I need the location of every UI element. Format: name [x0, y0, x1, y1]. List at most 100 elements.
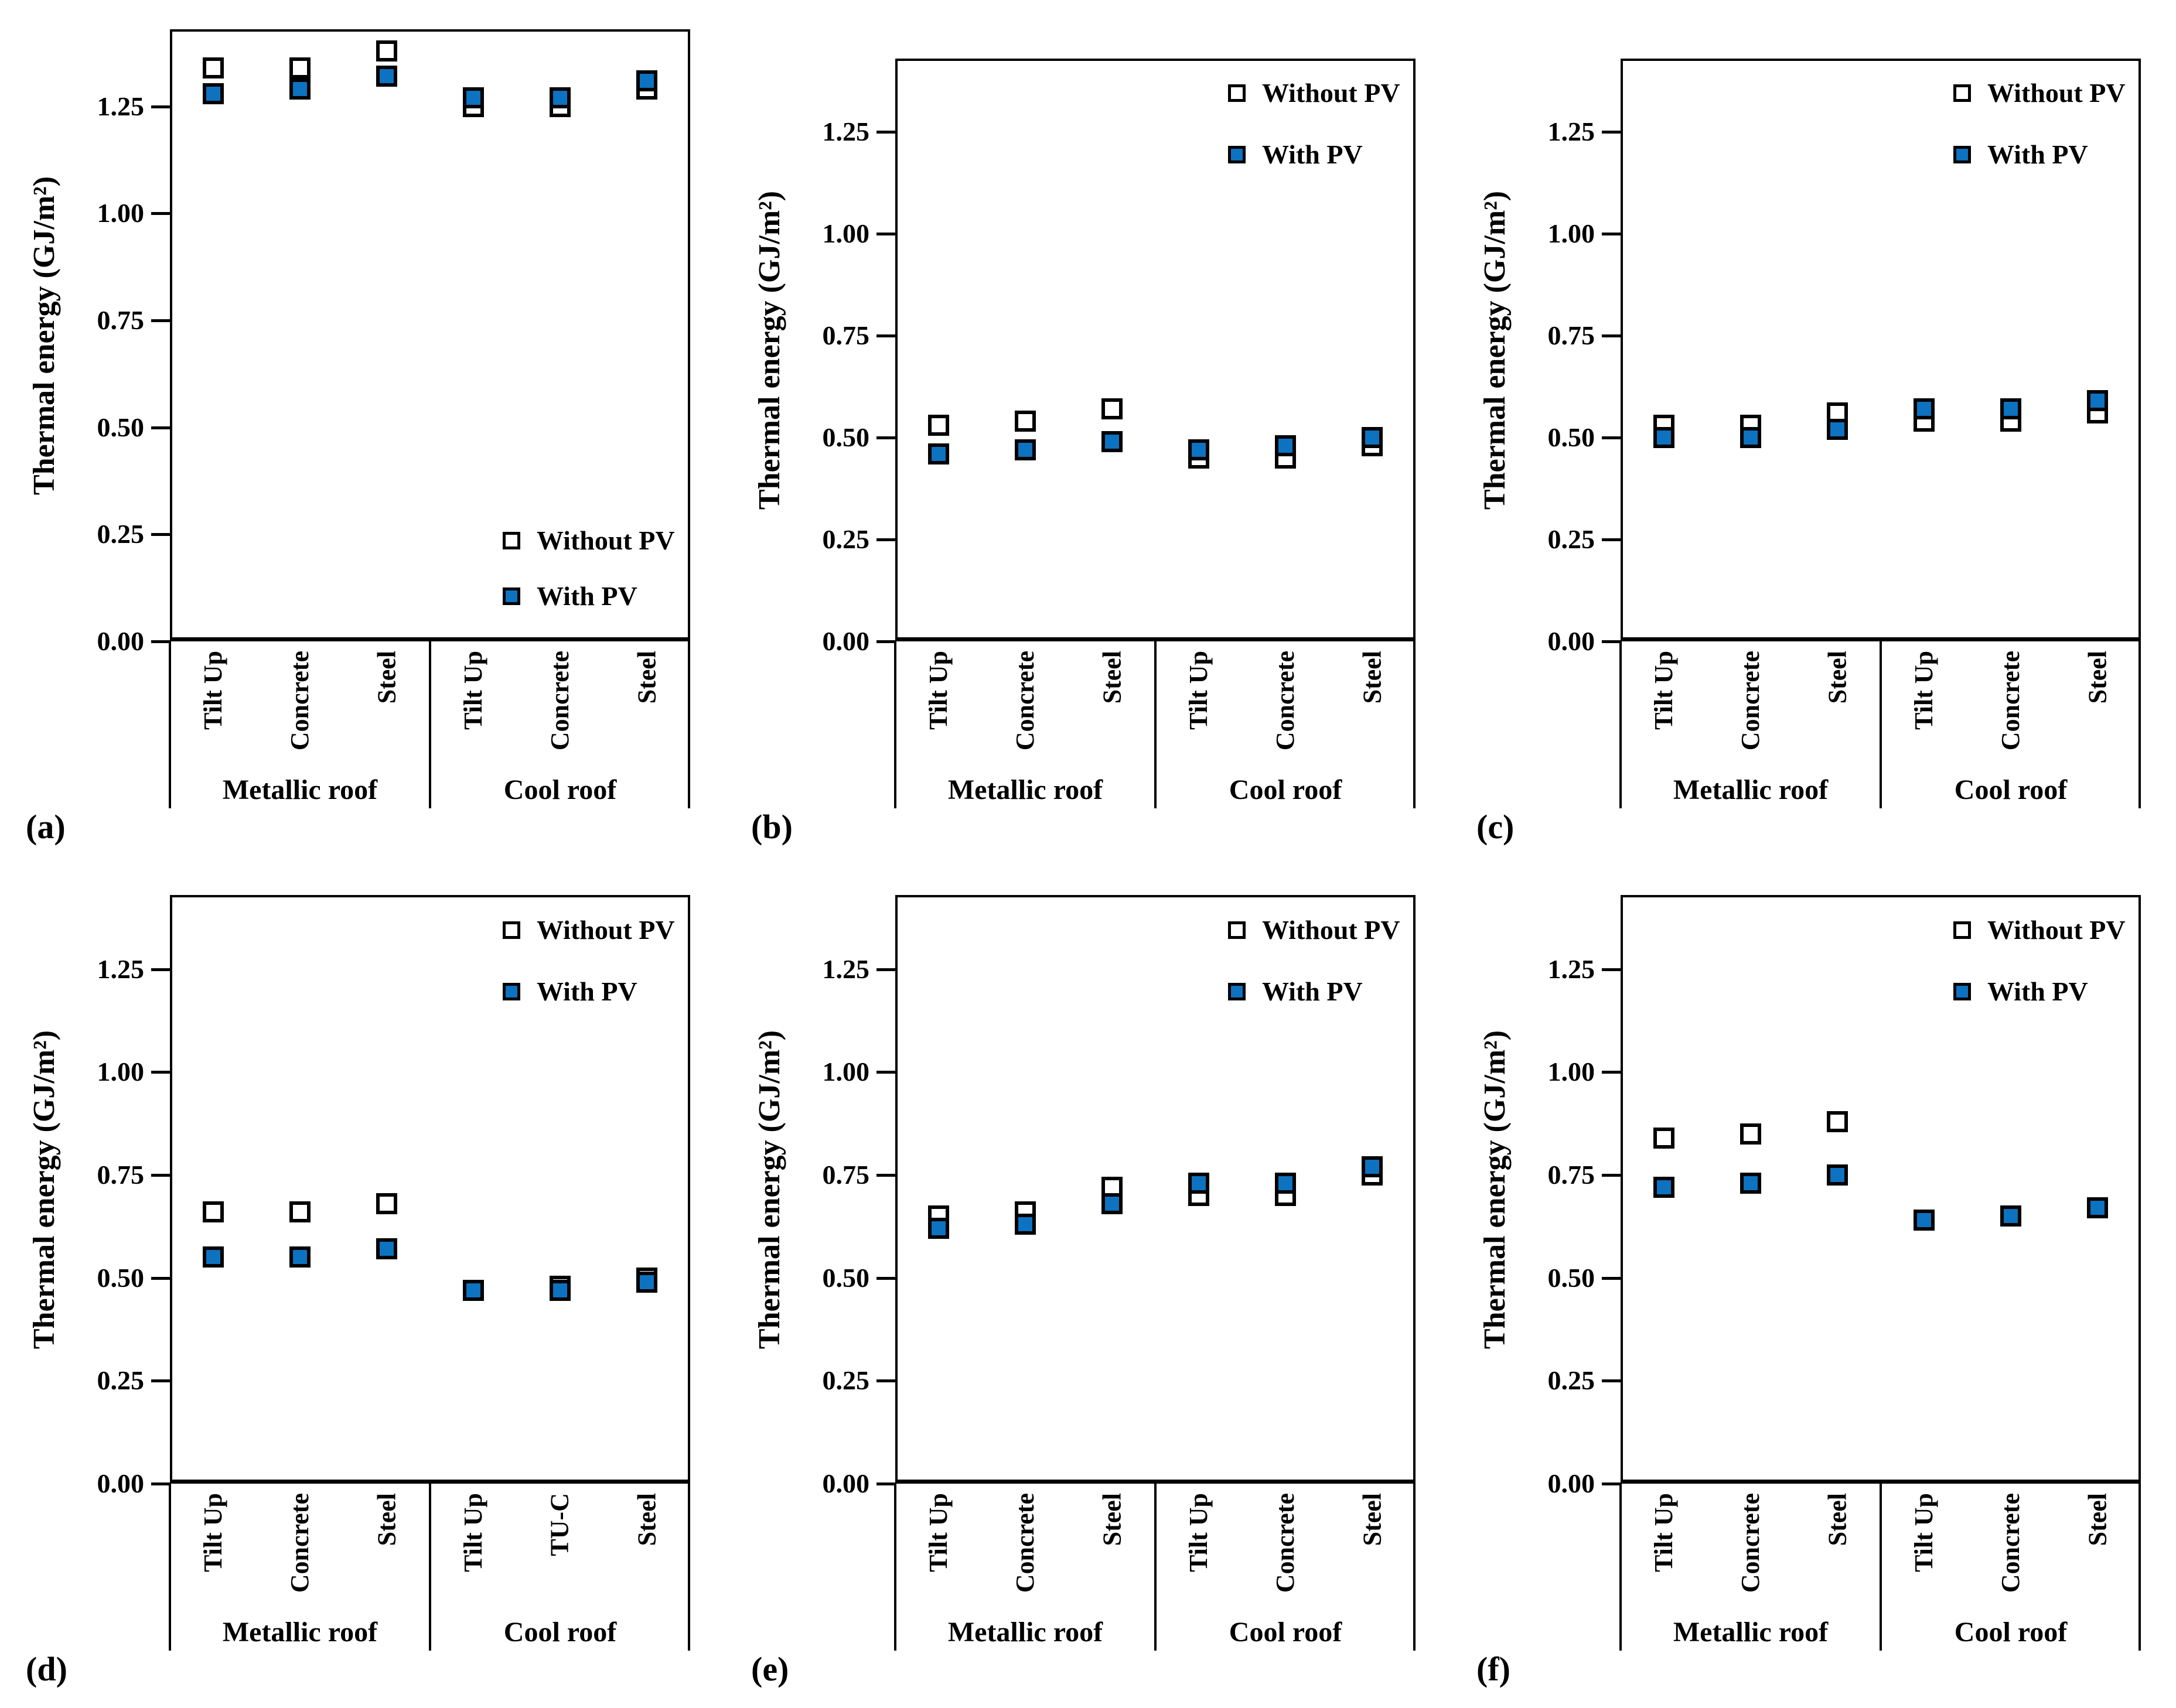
y-tick-mark — [1602, 436, 1621, 440]
y-tick-mark — [151, 1379, 170, 1383]
legend-label: With PV — [537, 976, 637, 1007]
category-label: Concrete — [1996, 651, 2025, 751]
legend-swatch-with-pv — [1953, 145, 1971, 163]
category-label: Tilt Up — [1184, 1493, 1213, 1572]
marker-without-pv — [289, 1201, 311, 1223]
category-label: Steel — [1097, 651, 1126, 704]
axis-extension-line — [2139, 641, 2141, 808]
category-label: Concrete — [1011, 1493, 1039, 1593]
legend-swatch-without-pv — [1953, 84, 1971, 103]
y-tick-label: 0.50 — [1547, 422, 1595, 453]
y-tick-mark — [876, 968, 895, 971]
y-tick-mark — [1602, 1276, 1621, 1280]
panel-letter: (b) — [751, 808, 793, 846]
plot-area — [895, 895, 1416, 1484]
group-label: Cool roof — [1954, 1617, 2068, 1648]
axis-extension-line — [1619, 1484, 1622, 1651]
marker-with-pv — [203, 1246, 224, 1268]
y-tick-mark — [876, 538, 895, 542]
y-tick-mark — [876, 1276, 895, 1280]
marker-with-pv — [203, 83, 224, 104]
legend-label: With PV — [1262, 976, 1363, 1007]
y-tick-mark — [1602, 640, 1621, 643]
legend-label: Without PV — [1987, 78, 2126, 108]
category-label: Concrete — [1271, 1493, 1300, 1593]
axis-extension-line — [1413, 641, 1416, 808]
marker-with-pv — [1015, 439, 1036, 460]
y-tick-label: 0.00 — [1547, 626, 1595, 656]
y-tick-label: 0.50 — [822, 1262, 870, 1293]
y-tick-mark — [151, 640, 170, 643]
y-tick-label: 0.00 — [822, 1468, 870, 1498]
marker-with-pv — [1914, 398, 1935, 420]
marker-with-pv — [376, 66, 397, 87]
marker-with-pv — [636, 70, 657, 91]
panel-letter: (d) — [26, 1650, 67, 1688]
marker-with-pv — [550, 87, 571, 108]
y-tick-mark — [151, 212, 170, 216]
y-tick-label: 1.00 — [1547, 218, 1595, 249]
marker-with-pv — [2087, 1197, 2108, 1219]
marker-with-pv — [1275, 1172, 1296, 1194]
marker-without-pv — [376, 40, 397, 62]
axis-extension-line — [1413, 1484, 1416, 1651]
y-tick-mark — [876, 131, 895, 134]
legend-swatch-without-pv — [1228, 84, 1246, 103]
y-tick-label: 0.50 — [97, 412, 145, 442]
marker-with-pv — [550, 1279, 571, 1301]
marker-with-pv — [1101, 1193, 1123, 1215]
legend-swatch-without-pv — [1953, 921, 1971, 939]
y-tick-mark — [1602, 131, 1621, 134]
category-label: Concrete — [285, 1493, 314, 1593]
marker-with-pv — [2000, 1205, 2021, 1227]
y-tick-mark — [1602, 538, 1621, 542]
category-label: Steel — [1097, 1493, 1126, 1546]
marker-with-pv — [2000, 398, 2021, 420]
y-tick-label: 1.25 — [1547, 954, 1595, 984]
y-tick-label: 1.25 — [97, 91, 145, 121]
y-tick-label: 1.00 — [822, 1057, 870, 1087]
y-tick-label: 1.25 — [822, 954, 870, 984]
plot-area — [1621, 895, 2141, 1484]
legend-label: With PV — [1987, 976, 2088, 1007]
y-tick-mark — [1602, 968, 1621, 971]
group-label: Cool roof — [1229, 1617, 1342, 1648]
legend-swatch-without-pv — [1228, 921, 1246, 939]
marker-without-pv — [203, 1201, 224, 1223]
group-label: Metallic roof — [1673, 1617, 1829, 1648]
category-label: Concrete — [1736, 1493, 1765, 1593]
plot-area — [895, 59, 1416, 641]
y-tick-label: 1.25 — [1547, 117, 1595, 147]
legend-swatch-with-pv — [1228, 145, 1246, 163]
category-label: Steel — [632, 651, 661, 704]
y-tick-mark — [151, 319, 170, 322]
marker-without-pv — [376, 1193, 397, 1215]
category-label: Concrete — [1996, 1493, 2025, 1593]
y-tick-mark — [1602, 1071, 1621, 1074]
category-label: Concrete — [1011, 651, 1039, 751]
chart-panel-f: Thermal energy (GJ/m²) 0.00 0.25 0.50 0.75 1.… — [1451, 854, 2176, 1708]
category-label: Steel — [632, 1493, 661, 1546]
marker-with-pv — [376, 1238, 397, 1260]
y-tick-label: 0.75 — [822, 320, 870, 351]
marker-with-pv — [1275, 435, 1296, 456]
marker-with-pv — [928, 1218, 949, 1239]
group-label: Cool roof — [503, 1617, 617, 1648]
chart-panel-a: Thermal energy (GJ/m²) 0.00 0.25 0.50 0.75 1.… — [0, 0, 725, 854]
axis-extension-line — [169, 641, 171, 808]
marker-with-pv — [1188, 1172, 1209, 1194]
marker-with-pv — [928, 443, 949, 464]
legend-swatch-with-pv — [1228, 983, 1246, 1001]
y-tick-label: 0.25 — [97, 1365, 145, 1396]
axis-extension-line — [688, 641, 690, 808]
marker-with-pv — [1101, 431, 1123, 453]
y-tick-mark — [151, 1173, 170, 1177]
marker-with-pv — [463, 87, 484, 108]
category-label: Concrete — [1271, 651, 1300, 751]
y-tick-label: 0.75 — [97, 305, 145, 335]
marker-with-pv — [1914, 1210, 1935, 1231]
category-label: Tilt Up — [924, 651, 953, 730]
marker-with-pv — [2087, 390, 2108, 412]
y-tick-label: 0.25 — [822, 524, 870, 555]
axis-extension-line — [1619, 641, 1622, 808]
